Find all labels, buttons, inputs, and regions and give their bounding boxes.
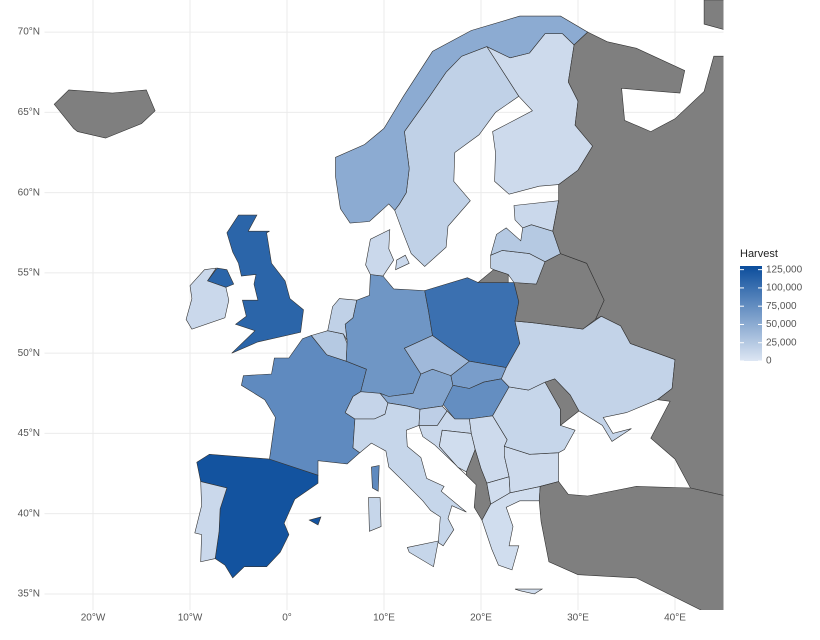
colorbar-label: 50,000 [766,319,797,330]
region [552,0,724,496]
axes: 20°W 10°W 0° 10°E 20°E 30°E 40°E 35°N 40°N 45°N 50… [18,27,687,624]
x-tick-label: 20°W [81,613,106,624]
region [53,89,156,139]
colorbar-label: 100,000 [766,283,803,294]
regions [53,0,724,610]
region [538,481,724,610]
y-tick-label: 60°N [18,187,40,198]
colorbar [740,266,762,361]
region [335,15,589,224]
x-tick-label: 10°E [373,613,395,624]
region [207,214,304,354]
y-tick-label: 55°N [18,268,40,279]
x-tick-label: 20°E [470,613,492,624]
region [185,267,230,330]
x-tick-label: 0° [282,613,292,624]
legend-title: Harvest [740,248,778,260]
x-tick-label: 30°E [567,613,589,624]
colorbar-label: 0 [766,356,772,367]
y-tick-label: 35°N [18,589,40,600]
y-tick-label: 50°N [18,348,40,359]
region [352,402,467,568]
region [477,269,509,283]
legend: Harvest 0 25,000 50,000 75,000 100,000 125,00… [740,248,803,367]
y-tick-label: 45°N [18,428,40,439]
y-tick-label: 65°N [18,107,40,118]
region [365,229,410,277]
region [194,481,228,563]
y-tick-label: 70°N [18,27,40,38]
x-tick-label: 40°E [664,613,686,624]
colorbar-label: 75,000 [766,301,797,312]
colorbar-label: 125,000 [766,264,803,275]
colorbar-label: 25,000 [766,337,797,348]
y-tick-label: 40°N [18,508,40,519]
x-tick-label: 10°W [178,613,203,624]
